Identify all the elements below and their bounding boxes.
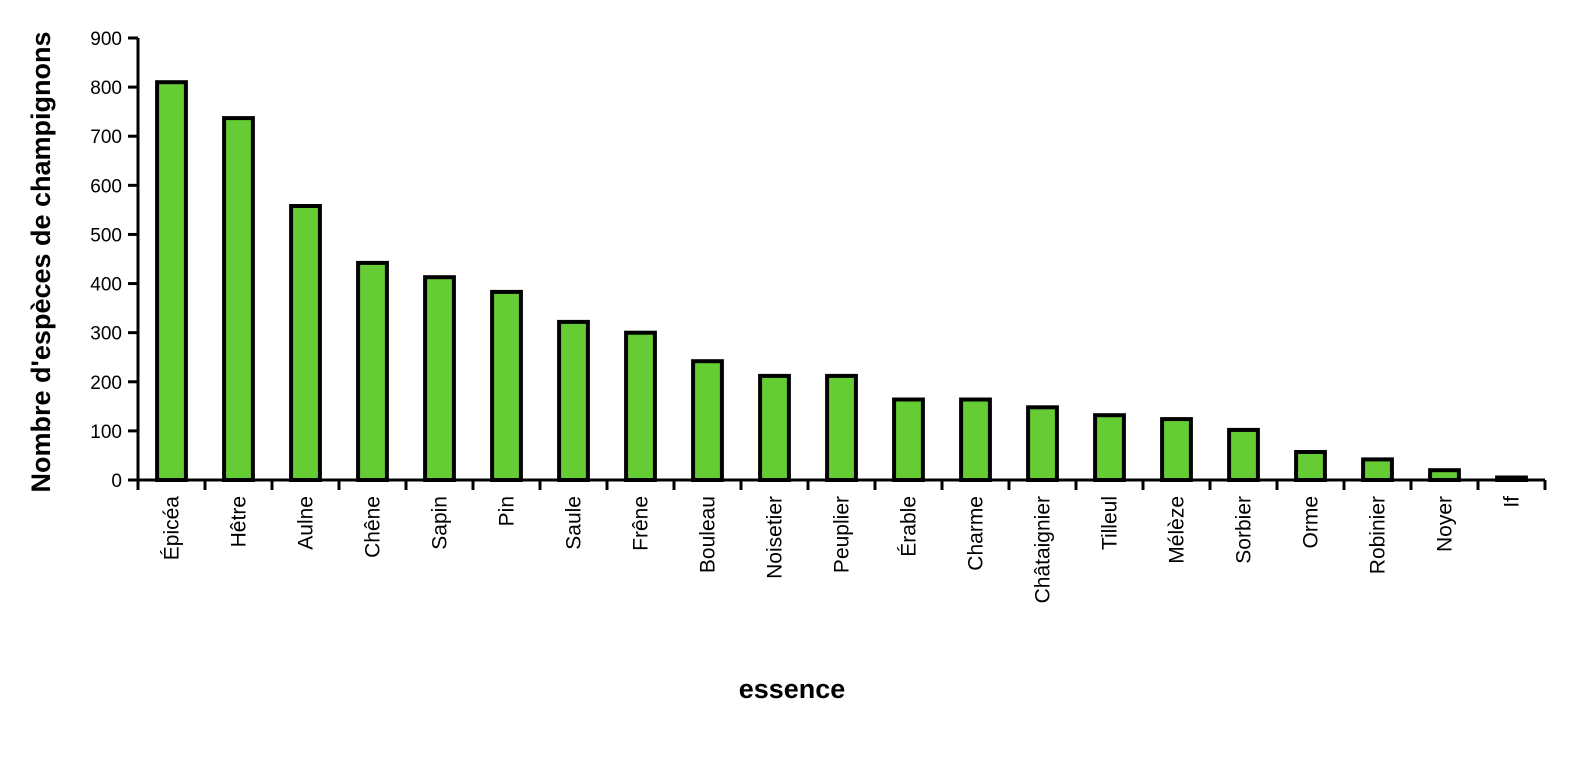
bar-18 xyxy=(1361,457,1394,482)
x-axis-title: essence xyxy=(739,674,846,704)
x-tick-label-1: Hêtre xyxy=(228,496,251,547)
y-tick-label-8: 800 xyxy=(90,78,122,99)
y-tick-label-2: 200 xyxy=(90,373,122,394)
x-tick-label-0: Épicéa xyxy=(161,496,184,561)
x-tick-label-19: Noyer xyxy=(1434,496,1457,552)
x-tick-label-18: Robinier xyxy=(1367,496,1390,574)
x-axis: Épicéa Hêtre Aulne Chêne Sapin Pin Saule Frêne B… xyxy=(136,478,1547,603)
y-tick-label-7: 700 xyxy=(90,127,122,148)
bar-0 xyxy=(155,80,188,482)
bar-1 xyxy=(222,116,255,482)
x-tick-label-7: Frêne xyxy=(630,496,653,551)
y-tick-label-4: 400 xyxy=(90,275,122,296)
bar-2 xyxy=(289,204,322,482)
y-tick-label-5: 500 xyxy=(90,225,122,246)
x-tick-label-12: Charme xyxy=(965,496,988,571)
bar-3 xyxy=(356,260,389,482)
x-tick-label-8: Bouleau xyxy=(697,496,720,573)
x-tick-label-15: Mélèze xyxy=(1166,496,1189,564)
bar-8 xyxy=(691,359,724,483)
x-tick-label-16: Sorbier xyxy=(1233,496,1256,564)
x-tick-label-20: If xyxy=(1501,496,1524,508)
y-axis-title: Nombre d'espèces de champignons xyxy=(26,31,56,492)
y-tick-label-0: 0 xyxy=(111,471,122,492)
bar-15 xyxy=(1160,417,1193,483)
bar-5 xyxy=(490,289,523,482)
x-tick-label-2: Aulne xyxy=(295,496,318,550)
bar-14 xyxy=(1093,413,1126,483)
bar-4 xyxy=(423,275,456,483)
y-tick-label-1: 100 xyxy=(90,422,122,443)
bar-9 xyxy=(758,373,791,482)
x-tick-label-5: Pin xyxy=(496,496,519,526)
y-tick-label-3: 300 xyxy=(90,324,122,345)
y-tick-label-6: 600 xyxy=(90,176,122,197)
y-tick-label-9: 900 xyxy=(90,29,122,50)
bars-group xyxy=(155,80,1528,483)
x-tick-label-11: Érable xyxy=(898,496,921,557)
bar-13 xyxy=(1026,405,1059,482)
x-tick-label-14: Tilleul xyxy=(1099,496,1122,550)
bar-6 xyxy=(557,319,590,482)
x-tick-label-6: Saule xyxy=(563,496,586,550)
x-tick-label-13: Châtaignier xyxy=(1032,496,1055,603)
bar-16 xyxy=(1227,427,1260,482)
bar-12 xyxy=(959,397,992,482)
x-tick-label-4: Sapin xyxy=(429,496,452,550)
bar-10 xyxy=(825,373,858,482)
x-tick-label-10: Peuplier xyxy=(831,496,854,573)
bar-7 xyxy=(624,330,657,483)
bar-11 xyxy=(892,397,925,482)
x-tick-label-3: Chêne xyxy=(362,496,385,558)
y-axis: 0 100 200 300 400 500 600 700 800 900 xyxy=(90,29,140,492)
x-tick-label-9: Noisetier xyxy=(764,496,787,579)
x-tick-label-17: Orme xyxy=(1300,496,1323,549)
bar-17 xyxy=(1294,450,1327,482)
